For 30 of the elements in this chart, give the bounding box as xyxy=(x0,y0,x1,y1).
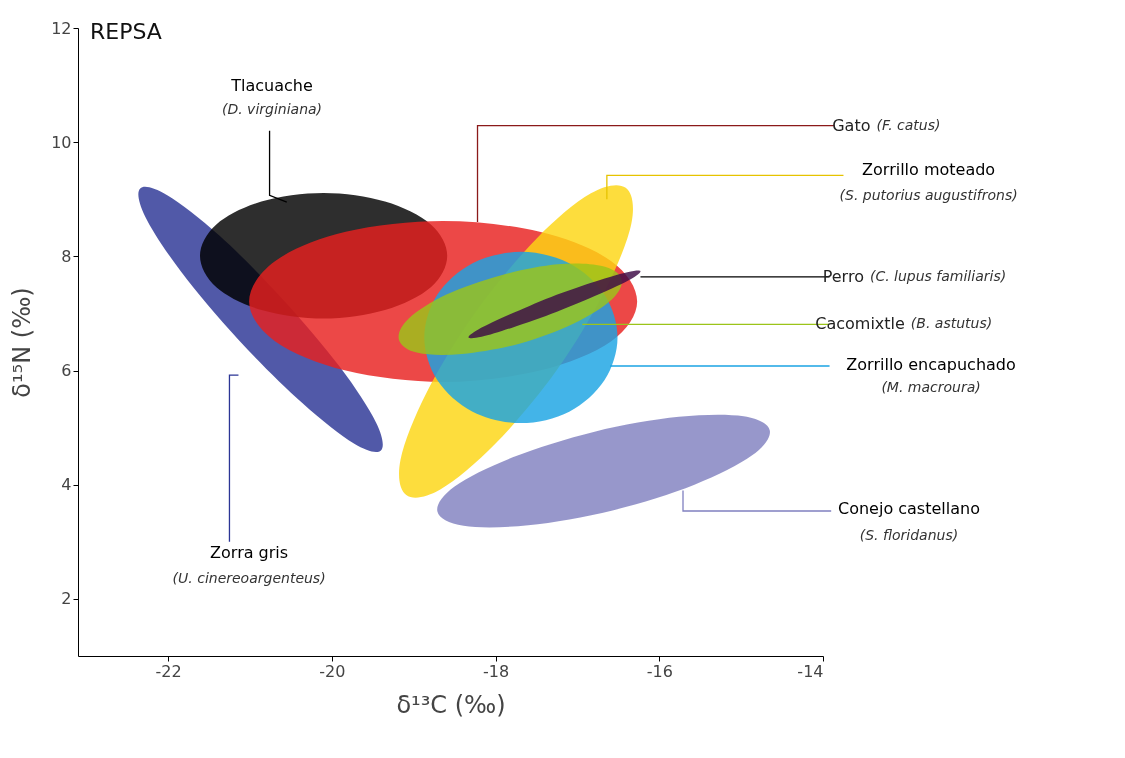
x-tick-label: -14 xyxy=(797,661,824,681)
x-tick-label: -20 xyxy=(319,661,346,681)
text: (S. floridanus) xyxy=(859,527,959,544)
text: Conejo castellano xyxy=(837,499,980,519)
text: Cacomixtle xyxy=(815,314,905,334)
x-tick-label: -22 xyxy=(155,661,182,681)
y-tick-label: 6 xyxy=(61,361,72,381)
text: (C. lupus familiaris) xyxy=(869,267,1007,284)
text: (B. astutus) xyxy=(910,315,993,332)
text: Zorrillo encapuchado xyxy=(846,354,1016,374)
y-tick-label: 8 xyxy=(61,246,72,266)
annotation: (U. cinereoargenteus) xyxy=(172,569,326,586)
x-tick-label: -18 xyxy=(482,661,510,681)
y-tick-label: 4 xyxy=(61,475,72,495)
y-tick-label: 10 xyxy=(51,132,72,152)
text: (F. catus) xyxy=(876,116,941,133)
y-tick-label: 2 xyxy=(61,589,72,609)
text: Gato xyxy=(832,115,871,135)
y-axis-title: δ¹⁵N (‰) xyxy=(8,287,37,398)
text: Zorra gris xyxy=(210,543,289,563)
chart-title: REPSA xyxy=(90,19,162,44)
text: Perro xyxy=(822,266,864,286)
text: (M. macroura) xyxy=(881,379,981,396)
annotation: (D. virginiana) xyxy=(221,100,323,117)
x-axis-title: δ¹³C (‰) xyxy=(396,690,506,719)
y-tick-label: 12 xyxy=(51,18,72,38)
text: Zorrillo moteado xyxy=(862,160,996,180)
text: (S. putorius augustifrons) xyxy=(839,186,1018,203)
text: Tlacuache xyxy=(230,75,313,95)
x-tick-label: -16 xyxy=(646,661,673,681)
